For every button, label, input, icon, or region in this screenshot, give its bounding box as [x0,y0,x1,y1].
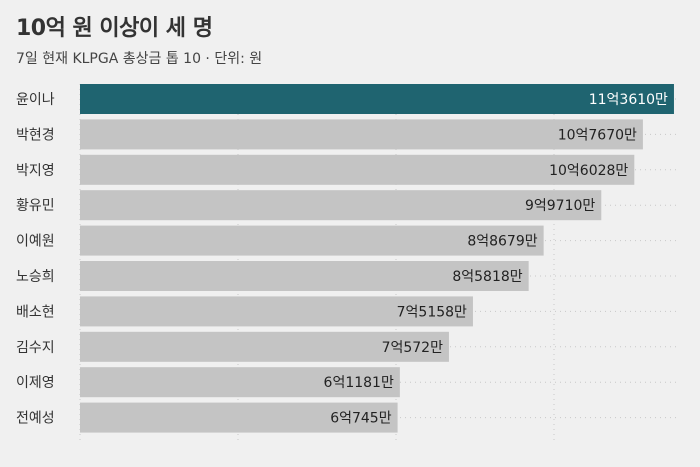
chart-subtitle: 7일 현재 KLPGA 총상금 톱 10 · 단위: 원 [16,51,263,67]
value-label: 10억6028만 [549,163,628,179]
category-label: 윤이나 [16,92,55,108]
chart-title: 10억 원 이상이 세 명 [16,16,213,41]
category-label: 황유민 [16,198,55,214]
value-label: 11억3610만 [589,92,668,108]
category-label: 노승희 [16,269,55,285]
bar-박현경 [80,119,643,150]
bar-윤이나 [80,84,674,114]
bar-김수지 [80,331,449,362]
bar-배소현 [80,296,473,327]
category-label: 이제영 [16,375,55,391]
value-label: 7억5158만 [397,304,467,320]
bar-박지영 [80,154,635,185]
bar-황유민 [80,190,602,221]
category-label: 김수지 [16,340,55,356]
value-label: 8억5818만 [452,269,522,285]
value-label: 6억745만 [330,411,392,427]
bar-이예원 [80,225,544,256]
value-label: 10억7670만 [558,127,637,143]
bar-전예성 [80,402,398,433]
bar-이제영 [80,367,400,398]
category-label: 전예성 [16,411,55,427]
category-label: 배소현 [16,304,55,320]
value-label: 8억8679만 [467,234,537,250]
value-label: 9억9710만 [525,198,595,214]
category-label: 이예원 [16,234,55,250]
category-label: 박지영 [16,163,55,179]
value-label: 7억572만 [382,340,444,356]
bar-노승희 [80,261,529,291]
value-label: 6억1181만 [324,375,394,391]
category-label: 박현경 [16,127,55,143]
